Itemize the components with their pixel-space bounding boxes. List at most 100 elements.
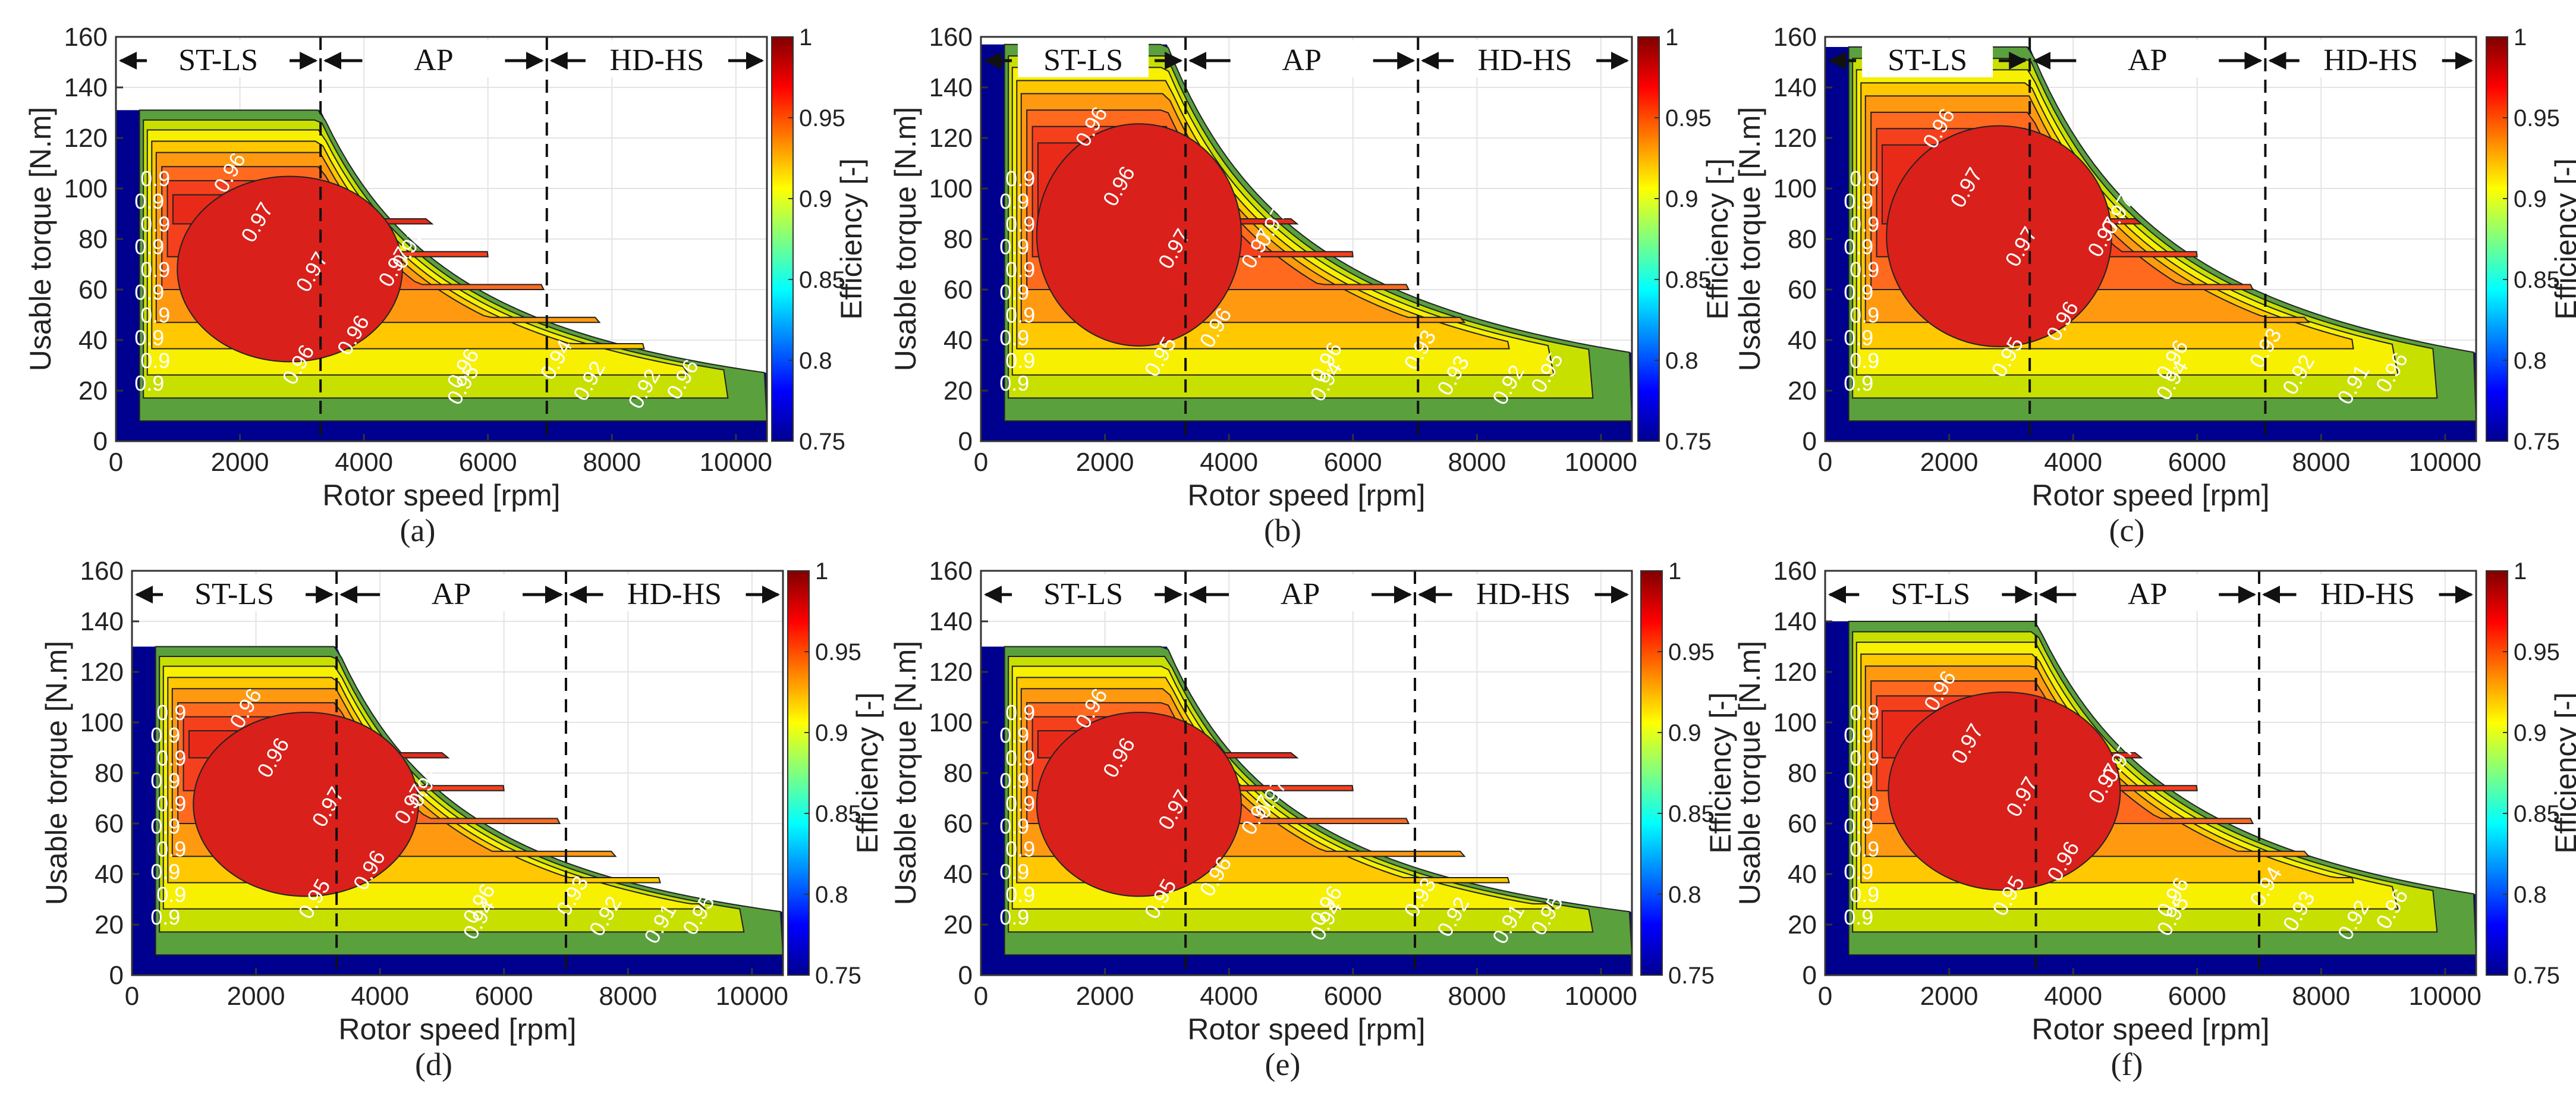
y-tick-label: 0 bbox=[958, 961, 973, 990]
x-tick-label: 0 bbox=[125, 982, 139, 1011]
contour-label-cluster: 0.9 bbox=[1844, 769, 1873, 793]
colorbar-tick-label: 1 bbox=[1665, 24, 1678, 51]
colorbar-tick-label: 1 bbox=[815, 558, 828, 584]
region-label: HD-HS bbox=[1478, 43, 1572, 77]
colorbar-tick-label: 0.8 bbox=[2514, 882, 2547, 908]
region-label: AP bbox=[2128, 43, 2167, 77]
contour-label-cluster: 0.9 bbox=[999, 326, 1029, 350]
contour-label-cluster: 0.9 bbox=[1850, 882, 1879, 907]
y-tick-label: 0 bbox=[1803, 961, 1817, 990]
efficiency-peak-island bbox=[1036, 712, 1243, 897]
contour-label-cluster: 0.9 bbox=[1005, 212, 1035, 236]
colorbar-tick-label: 0.85 bbox=[2514, 801, 2560, 827]
colorbar-tick-label: 0.85 bbox=[1665, 267, 1712, 293]
y-axis-label: Usable torque [N.m] bbox=[889, 107, 922, 372]
contour-label-cluster: 0.9 bbox=[1850, 166, 1879, 191]
contour-label-cluster: 0.9 bbox=[1844, 723, 1873, 747]
panel-label: (f) bbox=[2111, 1046, 2143, 1082]
region-label-bg bbox=[2302, 574, 2433, 611]
contour-label-cluster: 0.9 bbox=[150, 814, 180, 838]
contour-label-cluster: 0.9 bbox=[1005, 700, 1035, 725]
x-tick-label: 8000 bbox=[599, 982, 657, 1011]
y-axis-label: Usable torque [N.m] bbox=[1733, 641, 1766, 906]
region-label: HD-HS bbox=[2320, 577, 2415, 611]
colorbar-tick-label: 0.75 bbox=[2514, 963, 2560, 989]
region-label-bg bbox=[1018, 574, 1149, 611]
y-tick-label: 160 bbox=[1773, 23, 1817, 52]
x-tick-label: 10000 bbox=[700, 448, 772, 477]
region-label-bg bbox=[609, 574, 740, 611]
region-label-bg bbox=[386, 574, 517, 611]
contour-label-cluster: 0.9 bbox=[134, 189, 164, 213]
contour-label-cluster: 0.9 bbox=[999, 860, 1029, 884]
y-tick-label: 40 bbox=[943, 326, 973, 355]
colorbar-tick-label: 0.95 bbox=[1665, 105, 1712, 131]
x-axis-label: Rotor speed [rpm] bbox=[2031, 1013, 2269, 1046]
x-tick-label: 10000 bbox=[2409, 448, 2481, 477]
y-tick-label: 100 bbox=[1773, 708, 1817, 737]
region-label: AP bbox=[1281, 577, 1320, 611]
y-tick-label: 100 bbox=[929, 174, 973, 203]
colorbar-tick-label: 0.9 bbox=[815, 720, 848, 746]
colorbar-tick-label: 0.75 bbox=[1665, 429, 1712, 455]
x-axis-label: Rotor speed [rpm] bbox=[1187, 479, 1425, 512]
y-tick-label: 80 bbox=[1788, 759, 1817, 788]
contour-label-cluster: 0.9 bbox=[1005, 746, 1035, 770]
colorbar-label: Efficiency [-] bbox=[1704, 692, 1737, 853]
contour-label-cluster: 0.9 bbox=[1850, 303, 1879, 327]
colorbar-tick-label: 1 bbox=[2514, 558, 2527, 584]
y-axis-label: Usable torque [N.m] bbox=[889, 641, 922, 906]
y-tick-label: 40 bbox=[943, 860, 973, 889]
contour-label-cluster: 0.9 bbox=[1844, 814, 1873, 838]
x-tick-label: 2000 bbox=[1076, 448, 1134, 477]
panel-label: (a) bbox=[400, 513, 436, 548]
colorbar-tick-label: 0.85 bbox=[815, 801, 861, 827]
contour-label-cluster: 0.9 bbox=[140, 348, 170, 373]
contour-label-cluster: 0.9 bbox=[999, 769, 1029, 793]
contour-label-cluster: 0.9 bbox=[1844, 860, 1873, 884]
y-tick-label: 160 bbox=[929, 557, 973, 586]
colorbar-tick-label: 1 bbox=[2514, 24, 2527, 51]
chart-panel: 0.90.90.90.90.90.90.90.90.90.90.970.970.… bbox=[1733, 23, 2576, 548]
region-label: AP bbox=[2128, 577, 2167, 611]
y-tick-label: 0 bbox=[93, 427, 108, 456]
x-tick-label: 10000 bbox=[1565, 982, 1637, 1011]
x-tick-label: 6000 bbox=[475, 982, 533, 1011]
contour-label-cluster: 0.9 bbox=[1844, 189, 1873, 213]
colorbar-tick-label: 0.8 bbox=[2514, 348, 2547, 374]
y-axis-label: Usable torque [N.m] bbox=[24, 107, 57, 372]
y-tick-label: 40 bbox=[1788, 326, 1817, 355]
colorbar-tick-label: 0.95 bbox=[2514, 639, 2560, 665]
y-tick-label: 120 bbox=[929, 124, 973, 153]
y-tick-label: 60 bbox=[95, 809, 124, 838]
region-label: ST-LS bbox=[1043, 577, 1123, 611]
x-tick-label: 4000 bbox=[2044, 448, 2102, 477]
panel-label: (d) bbox=[415, 1046, 452, 1082]
efficiency-peak-island bbox=[193, 712, 419, 897]
contour-label-cluster: 0.9 bbox=[1844, 326, 1873, 350]
contour-label-cluster: 0.9 bbox=[156, 700, 186, 725]
contour-label-cluster: 0.9 bbox=[150, 905, 180, 929]
y-tick-label: 20 bbox=[1788, 910, 1817, 939]
colorbar-label: Efficiency [-] bbox=[851, 692, 884, 853]
colorbar bbox=[1637, 36, 1660, 442]
region-label-bg bbox=[1862, 40, 1993, 77]
contour-label-cluster: 0.9 bbox=[999, 189, 1029, 213]
contour-label-cluster: 0.9 bbox=[1844, 235, 1873, 259]
contour-label-cluster: 0.9 bbox=[1005, 348, 1035, 373]
y-tick-label: 20 bbox=[78, 376, 108, 406]
contour-label-cluster: 0.9 bbox=[999, 814, 1029, 838]
colorbar bbox=[771, 36, 794, 442]
panel-label: (e) bbox=[1265, 1046, 1301, 1082]
contour-label-cluster: 0.9 bbox=[150, 723, 180, 747]
y-tick-label: 140 bbox=[1773, 607, 1817, 636]
efficiency-peak-island bbox=[177, 175, 403, 363]
colorbar-tick-label: 1 bbox=[799, 24, 812, 51]
colorbar bbox=[2486, 36, 2508, 442]
x-tick-label: 6000 bbox=[2168, 982, 2226, 1011]
x-tick-label: 2000 bbox=[227, 982, 285, 1011]
y-tick-label: 100 bbox=[80, 708, 124, 737]
y-tick-label: 60 bbox=[943, 275, 973, 304]
y-tick-label: 160 bbox=[80, 557, 124, 586]
